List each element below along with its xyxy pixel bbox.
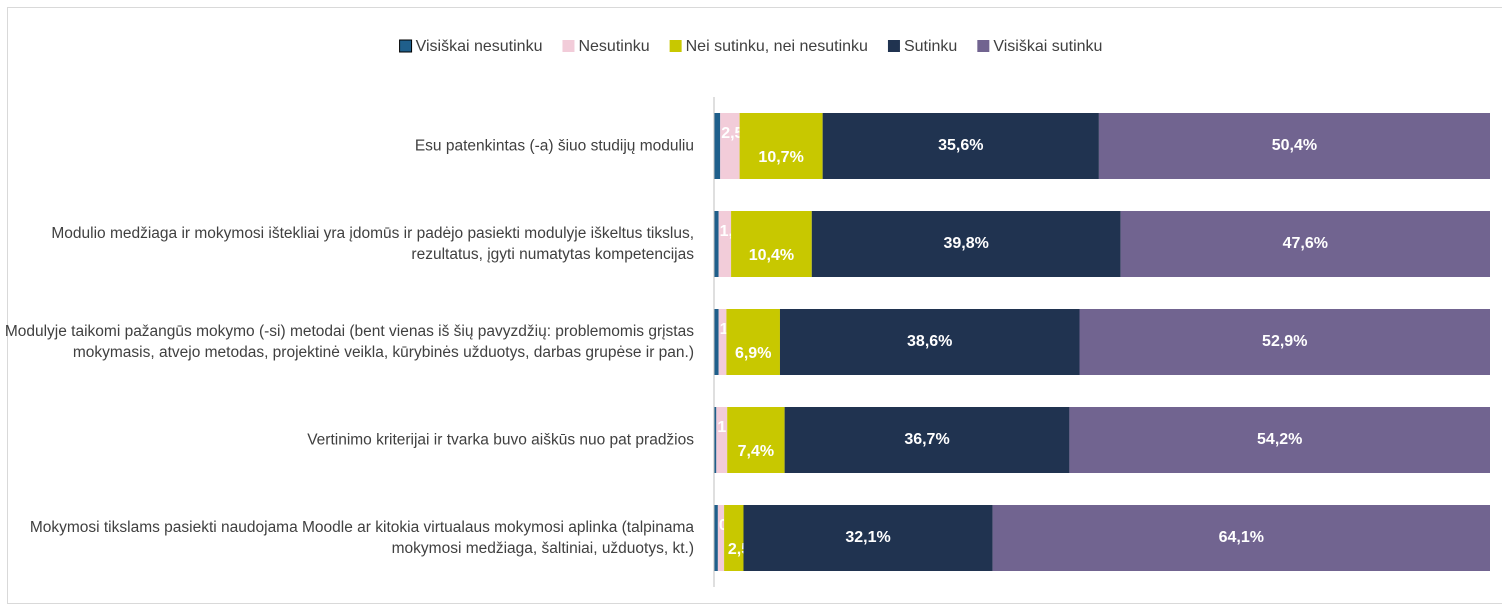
bar-segment xyxy=(718,211,732,277)
bar-segment xyxy=(784,407,1070,473)
category-label: Modulio medžiaga ir mokymosi ištekliai y… xyxy=(51,225,694,263)
legend-marker xyxy=(887,40,900,52)
legend-marker xyxy=(669,40,682,52)
data-label: 10,7% xyxy=(758,149,803,166)
data-label: 7,4% xyxy=(738,443,774,460)
bar-segment xyxy=(716,407,728,473)
legend-label: Nesutinku xyxy=(578,38,649,55)
chart-border xyxy=(7,7,1502,604)
legend-label: Nei sutinku, nei nesutinku xyxy=(686,38,868,55)
bar-segment xyxy=(731,211,812,277)
bar-segment xyxy=(743,505,993,571)
data-label: 32,1% xyxy=(845,529,890,546)
bar-segment xyxy=(724,505,744,571)
data-label: 47,6% xyxy=(1283,235,1328,252)
category-label: Modulyje taikomi pažangūs mokymo (-si) m… xyxy=(4,323,694,361)
bar-segment xyxy=(714,211,719,277)
data-label: 54,2% xyxy=(1257,431,1302,448)
bar-segment xyxy=(717,505,725,571)
bar-segment xyxy=(714,309,719,375)
data-label: 36,7% xyxy=(904,431,949,448)
bar-segment xyxy=(992,505,1490,571)
bar-segment xyxy=(1120,211,1490,277)
category-label: Esu patenkintas (-a) šiuo studijų moduli… xyxy=(414,137,694,155)
bar-segment xyxy=(714,113,721,179)
data-label: 52,9% xyxy=(1262,333,1307,350)
category-label: Mokymosi tikslams pasiekti naudojama Moo… xyxy=(29,519,694,557)
bar-segment xyxy=(714,407,717,473)
bar-segment xyxy=(811,211,1121,277)
bar-segment xyxy=(822,113,1099,179)
bar-segment xyxy=(779,309,1080,375)
bar-segment xyxy=(1098,113,1490,179)
legend-marker xyxy=(977,40,990,52)
legend-label: Visiškai sutinku xyxy=(993,38,1102,55)
bar-segment xyxy=(727,407,785,473)
data-label: 6,9% xyxy=(735,345,771,362)
bar-segment xyxy=(718,309,727,375)
data-label: 50,4% xyxy=(1272,137,1317,154)
legend-marker xyxy=(562,40,575,52)
bar-segment xyxy=(739,113,823,179)
bar-segment xyxy=(1079,309,1490,375)
category-label: Vertinimo kriterijai ir tvarka buvo aišk… xyxy=(307,431,694,449)
data-label: 35,6% xyxy=(938,137,983,154)
bar-segment xyxy=(714,505,718,571)
data-label: 38,6% xyxy=(907,333,952,350)
bar-segment xyxy=(720,113,740,179)
data-label: 39,8% xyxy=(944,235,989,252)
legend-marker xyxy=(399,39,413,53)
bar-segment xyxy=(1069,407,1490,473)
data-label: 64,1% xyxy=(1219,529,1264,546)
data-label: 10,4% xyxy=(749,247,794,264)
legend-label: Sutinku xyxy=(904,38,957,55)
bar-segment xyxy=(726,309,780,375)
legend-label: Visiškai nesutinku xyxy=(416,38,543,55)
